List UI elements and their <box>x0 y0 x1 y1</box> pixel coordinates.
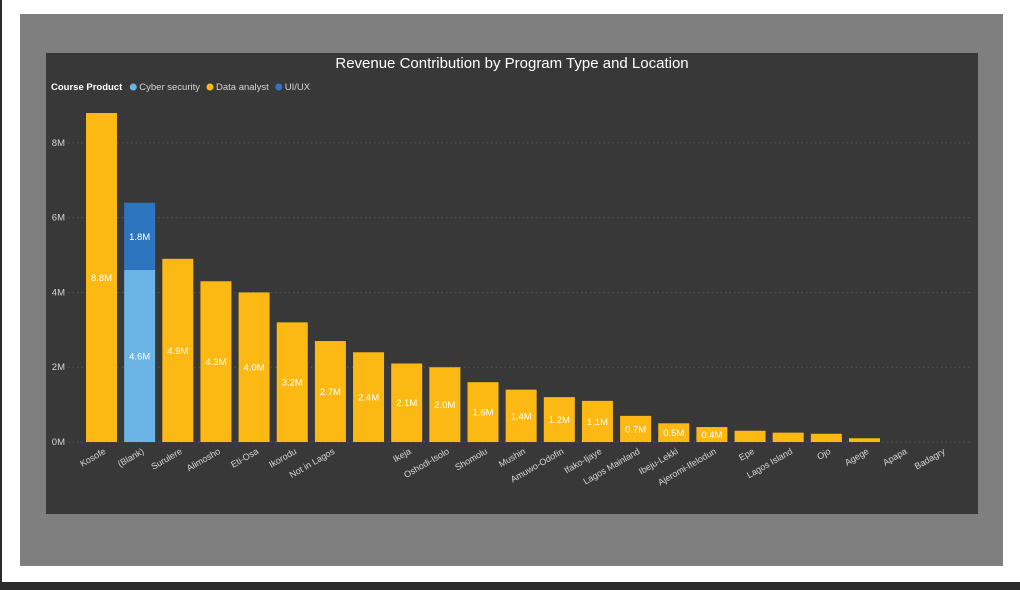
x-tick-label-1: (Blank) <box>116 446 146 469</box>
x-tick-label-17: Epe <box>737 446 756 463</box>
x-axis: Kosofe (Blank) Surulere Alimosho Eti-Osa Ikor… <box>78 446 947 488</box>
bar-18-1 <box>772 432 804 442</box>
data-label-4-1: 4.0M <box>244 363 265 374</box>
x-tick-label-5: Ikorodu <box>267 446 298 470</box>
x-tick-label-22: Badagry <box>913 446 947 472</box>
x-tick-label-11: Mushin <box>497 446 527 469</box>
legend-title: Course Product <box>51 82 123 93</box>
window-edge <box>0 0 2 582</box>
y-axis: 0M 2M 4M 6M 8M <box>52 138 65 448</box>
legend-label-0: Cyber security <box>139 82 200 93</box>
data-label-2-1: 4.9M <box>167 346 188 357</box>
x-tick-label-4: Eti-Osa <box>229 446 260 470</box>
legend-marker-2 <box>275 83 283 91</box>
data-label-16-1: 0.4M <box>701 430 722 441</box>
bar-16-1 <box>696 427 728 442</box>
bar-19-1 <box>810 433 842 442</box>
data-label-11-1: 1.4M <box>511 411 532 422</box>
y-tick-label-4: 8M <box>52 138 65 149</box>
data-label-3-1: 4.3M <box>205 357 226 368</box>
data-label-9-1: 2.0M <box>434 400 455 411</box>
x-tick-label-21: Apapa <box>881 446 909 468</box>
bar-chart: Revenue Contribution by Program Type and… <box>51 55 972 488</box>
x-tick-label-0: Kosofe <box>78 446 107 469</box>
bar-20-1 <box>849 438 880 442</box>
legend-marker-0 <box>129 83 137 91</box>
data-label-13-1: 1.1M <box>587 417 608 428</box>
bar-11-1 <box>505 389 537 442</box>
data-label-5-1: 3.2M <box>282 378 303 389</box>
data-label-1-2: 1.8M <box>129 232 150 243</box>
data-label-12-1: 1.2M <box>549 415 570 426</box>
bar-14-1 <box>620 415 652 442</box>
y-tick-label-3: 6M <box>52 213 65 224</box>
legend: Course Product Cyber security Data analys… <box>51 82 311 93</box>
x-tick-label-20: Agege <box>843 446 871 468</box>
bar-17-1 <box>734 430 766 442</box>
bar-5-1 <box>276 322 308 442</box>
bar-1-0 <box>124 270 156 442</box>
y-tick-label-0: 0M <box>52 437 65 448</box>
data-label-15-1: 0.5M <box>663 428 684 439</box>
data-label-7-1: 2.4M <box>358 393 379 404</box>
y-tick-label-2: 4M <box>52 287 65 298</box>
bar-7-1 <box>353 352 385 442</box>
bar-13-1 <box>581 400 613 442</box>
bar-3-1 <box>200 281 232 442</box>
legend-marker-1 <box>206 83 214 91</box>
bar-4-1 <box>238 292 270 442</box>
x-tick-label-10: Shomolu <box>453 446 489 472</box>
x-tick-label-8: Ikeja <box>391 446 412 464</box>
bar-8-1 <box>391 363 423 442</box>
y-tick-label-1: 2M <box>52 362 65 373</box>
chart-title: Revenue Contribution by Program Type and… <box>335 55 688 72</box>
bar-10-1 <box>467 382 499 442</box>
data-label-10-1: 1.6M <box>472 408 493 419</box>
bars: 8.8M 4.6M 1.8M 4.9M 4.3M 4.0M 3.2M 2.7M 2.4M 2.1M… <box>86 113 880 442</box>
x-tick-label-3: Alimosho <box>185 446 222 473</box>
legend-label-2: UI/UX <box>285 82 311 93</box>
data-label-0-1: 8.8M <box>91 273 112 284</box>
bar-2-1 <box>162 258 194 442</box>
data-label-8-1: 2.1M <box>396 398 417 409</box>
x-tick-label-19: Ojo <box>815 446 832 462</box>
bar-1-2 <box>124 202 156 271</box>
bar-9-1 <box>429 367 461 442</box>
bottom-bar <box>0 582 1020 590</box>
data-label-14-1: 0.7M <box>625 424 646 435</box>
data-label-6-1: 2.7M <box>320 387 341 398</box>
bar-0-1 <box>86 113 117 442</box>
bar-15-1 <box>658 423 690 442</box>
legend-label-1: Data analyst <box>216 82 269 93</box>
bar-12-1 <box>543 397 575 442</box>
chart-visual[interactable]: Revenue Contribution by Program Type and… <box>46 53 978 514</box>
data-label-1-0: 4.6M <box>129 352 150 363</box>
x-tick-label-2: Surulere <box>149 446 183 472</box>
bar-6-1 <box>314 341 346 442</box>
